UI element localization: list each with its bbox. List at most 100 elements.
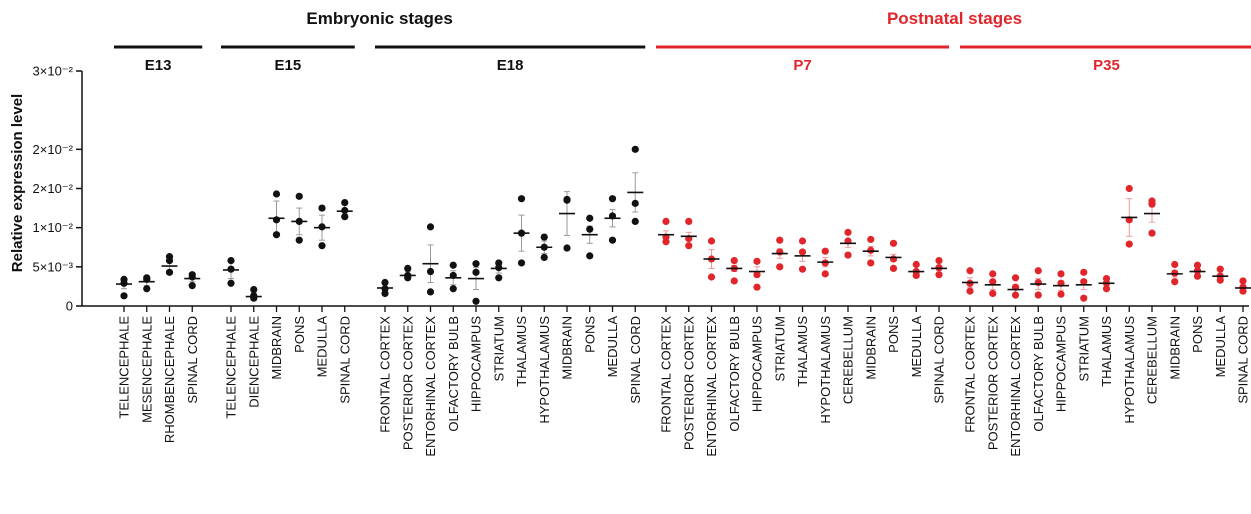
category-label: ENTORHINAL CORTEX [704,316,719,457]
data-point [318,242,326,250]
data-point [272,216,281,224]
data-point [889,239,898,247]
data-point [1057,270,1065,278]
category-label: MIDBRAIN [863,316,878,380]
data-point [1171,278,1179,286]
stage-label: E15 [275,57,302,74]
data-point [426,267,435,276]
category-label: ENTORHINAL CORTEX [423,316,438,457]
data-point [1057,290,1065,298]
category-label: PONS [582,316,597,353]
category-label: HYPOTHALAMUS [818,316,833,424]
category-label: PONS [886,316,901,353]
data-point [563,244,571,252]
data-point [662,217,670,225]
group-title: Postnatal stages [887,9,1022,28]
data-point [631,145,639,153]
data-point [1148,229,1156,237]
data-point [989,278,997,286]
data-point [341,213,349,221]
data-point [966,267,974,275]
data-point [1080,268,1088,276]
data-point [935,256,943,265]
category-label: SPINAL CORD [185,316,200,404]
data-point [1239,287,1247,295]
category-label: OLFACTORY BULB [727,316,742,432]
category-label: HYPOTHALAMUS [1122,316,1137,424]
data-point [1216,265,1224,273]
data-point [821,247,829,255]
data-point [1125,184,1133,193]
category-label: HIPPOCAMPUS [469,316,484,412]
data-point [912,260,920,269]
category-label: THALAMUS [1099,316,1114,387]
data-point [662,238,670,246]
category-label: RHOMBENCEPHALE [162,316,177,443]
data-point [753,271,761,279]
category-label: POSTERIOR CORTEX [681,316,696,450]
data-point [935,271,943,279]
data-point [165,268,174,276]
y-tick-label: 1×10⁻² [33,220,74,235]
category-label: MEDULLA [1213,316,1228,378]
data-point [707,273,716,281]
data-point [540,253,548,262]
data-point [381,289,389,298]
stage-label: E18 [497,57,524,74]
data-point [227,279,235,287]
data-point [495,274,503,282]
data-point [586,252,594,260]
data-point [1102,285,1111,293]
data-point [404,264,412,272]
data-point [685,217,693,225]
data-point [1080,294,1088,302]
category-label: POSTERIOR CORTEX [985,316,1000,450]
category-label: FRONTAL CORTEX [963,316,978,433]
category-label: FRONTAL CORTEX [659,316,674,433]
data-point [753,257,761,265]
category-label: STRIATUM [491,316,506,381]
group-title: Embryonic stages [306,9,452,28]
category-label: HIPPOCAMPUS [1054,316,1069,412]
data-point [295,236,303,244]
data-point [472,260,480,268]
data-point [143,285,151,293]
y-tick-label: 5×10⁻³ [33,259,74,274]
data-point [1011,274,1020,282]
data-point [341,199,349,207]
category-label: HIPPOCAMPUS [750,316,765,412]
category-label: MEDULLA [315,316,330,378]
category-label: CEREBELLUM [841,316,856,404]
category-label: MEDULLA [605,316,620,378]
data-point [631,199,639,207]
data-point [426,223,435,231]
category-label: ENTORHINAL CORTEX [1008,316,1023,457]
data-point [989,270,997,278]
category-label: SPINAL CORD [1236,316,1251,404]
data-point [517,195,526,203]
data-point [563,196,571,204]
category-label: SPINAL CORD [628,316,643,404]
y-axis-label: Relative expression level [9,94,26,272]
data-point [1171,260,1179,269]
data-point [472,297,480,305]
data-point [798,265,807,273]
category-label: DIENCEPHALE [246,316,261,408]
data-point [272,231,281,239]
data-point [295,192,303,200]
data-point [1193,261,1202,269]
data-point [1125,240,1133,248]
category-label: MIDBRAIN [269,316,284,380]
data-point [318,204,326,212]
category-label: TELENCEPHALE [224,316,239,419]
data-point [821,270,829,278]
stage-label: E13 [145,57,172,74]
data-point [912,271,920,280]
category-label: PONS [1190,316,1205,353]
category-label: FRONTAL CORTEX [378,316,393,433]
data-point [608,195,617,203]
data-point [250,294,258,302]
data-point [608,236,617,244]
data-point [1148,200,1156,208]
